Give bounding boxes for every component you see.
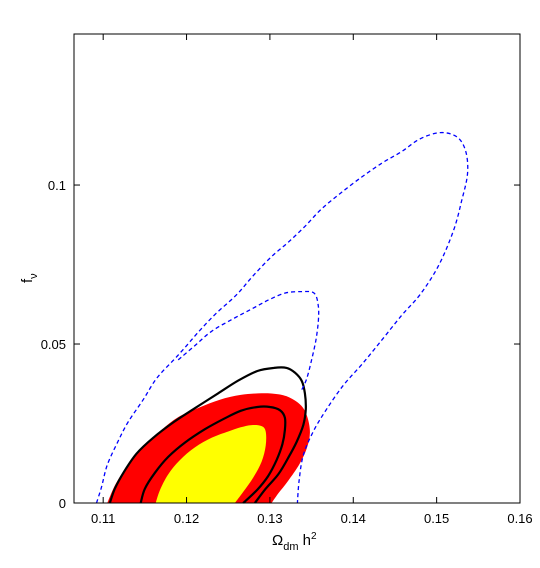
contour-line-6 (177, 290, 320, 391)
contour-layer (95, 131, 469, 504)
y-tick-label: 0.05 (41, 337, 66, 352)
contour-line-4 (139, 405, 287, 504)
confidence-region-2 (155, 425, 267, 503)
x-tick-label: 0.11 (91, 511, 115, 526)
x-tick-label: 0.14 (341, 511, 366, 526)
tick-labels: 0.11 0.12 0.13 0.14 0.15 0.16 0 0.05 0.1 (41, 178, 533, 526)
contour-line-5 (95, 131, 469, 504)
y-tick-label: 0.1 (48, 178, 66, 193)
x-tick-label: 0.12 (174, 511, 199, 526)
y-tick-label: 0 (59, 496, 66, 511)
x-tick-label: 0.13 (257, 511, 282, 526)
contour-line-3 (108, 366, 307, 504)
y-axis-label: fν (19, 273, 40, 283)
x-tick-label: 0.15 (424, 511, 449, 526)
x-tick-label: 0.16 (507, 511, 532, 526)
axes-frame (73, 33, 521, 504)
x-axis-label: Ωdm h2 (272, 531, 317, 553)
axis-ticks (74, 34, 521, 504)
